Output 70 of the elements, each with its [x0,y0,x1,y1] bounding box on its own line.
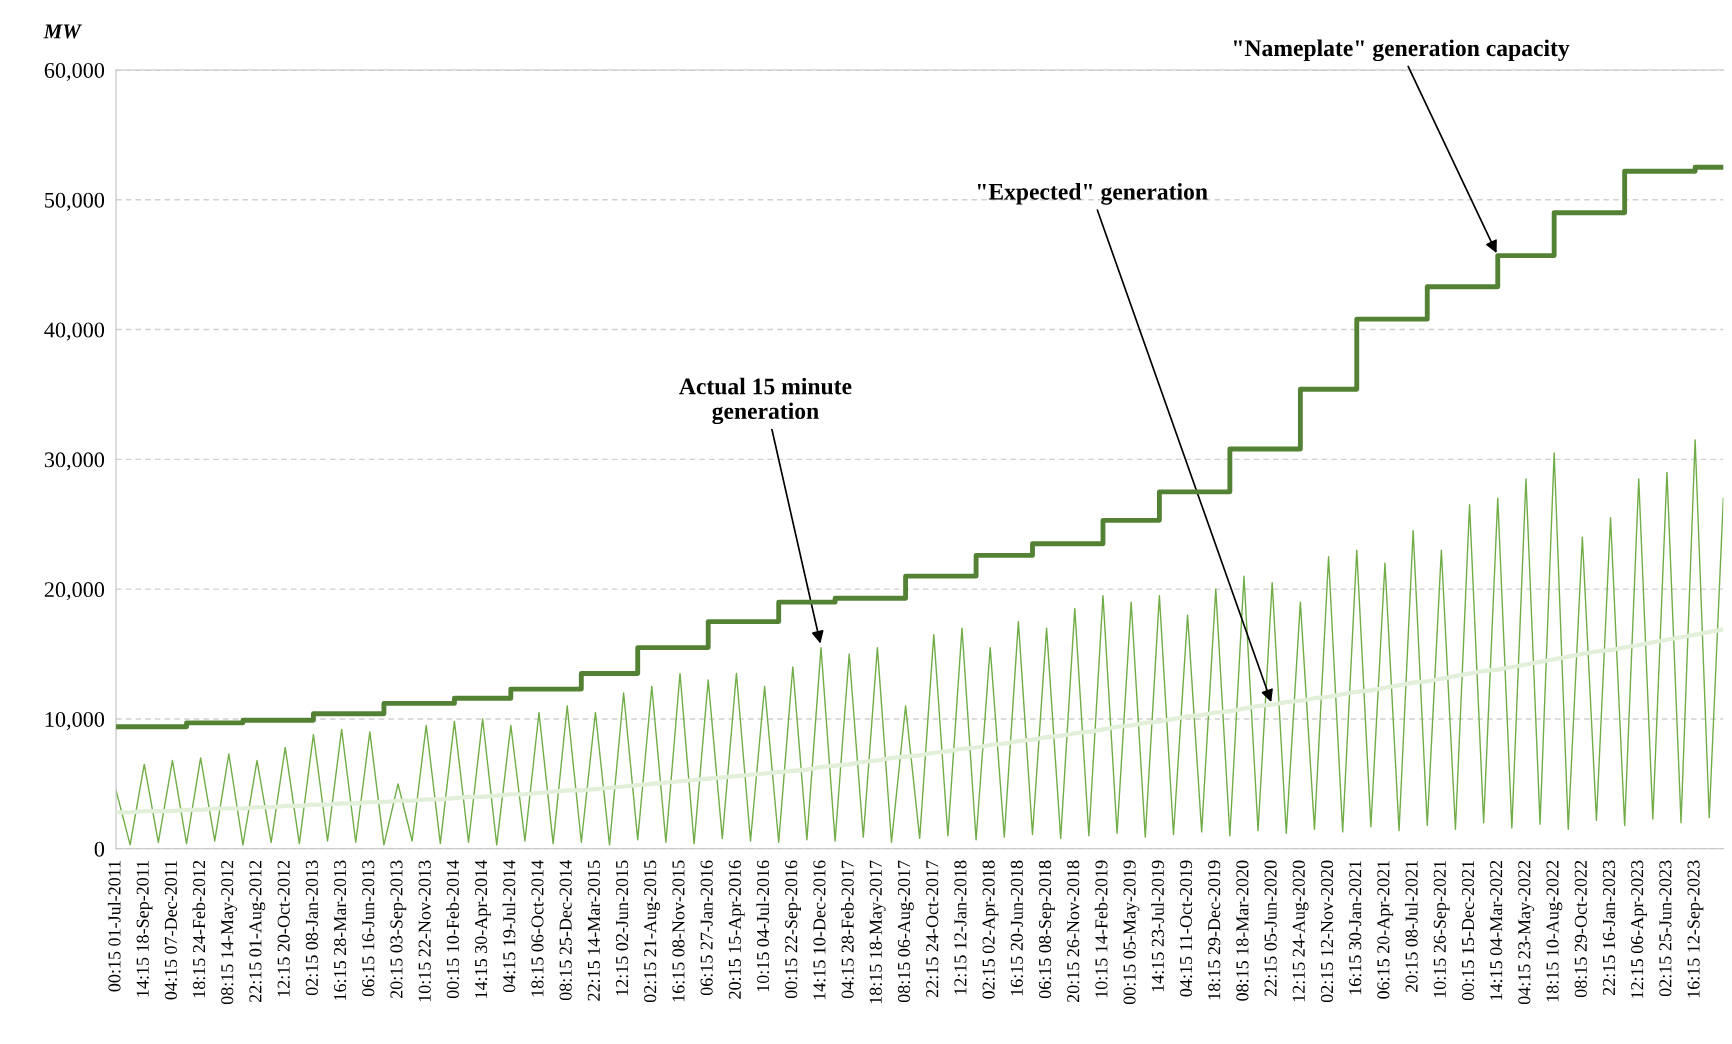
x-tick-label: 00:15 22-Sep-2016 [785,860,801,999]
line-series [116,439,1724,846]
x-tick-label: 08:15 18-Mar-2020 [1236,860,1249,1001]
x-tick-label: 12:15 20-Oct-2012 [277,860,290,997]
x-tick-label: 10:15 26-Sep-2021 [1433,860,1450,998]
x-tick-label: 16:15 28-Mar-2013 [333,860,347,1000]
x-tick-label: 14:15 18-Sep-2011 [136,860,153,997]
y-tick-label: 50,000 [45,192,105,211]
x-tick-label: 04:15 11-Oct-2019 [1179,860,1193,997]
x-tick-label: 04:15 07-Dec-2011 [164,860,178,1000]
x-tick-label: 10:15 04-Jul-2016 [756,860,770,992]
x-tick-label: 20:15 15-Apr-2016 [728,860,745,999]
x-tick-label: 14:15 10-Dec-2016 [813,860,826,1000]
x-tick-label: 12:15 12-Jan-2018 [954,860,967,995]
line-series [116,627,1724,815]
x-tick-label: 16:15 12-Sep-2023 [1687,860,1704,998]
x-tick-label: 02:15 21-Aug-2015 [644,860,660,1003]
x-tick-label: 02:15 08-Jan-2013 [305,860,319,996]
x-tick-label: 00:15 05-May-2019 [1123,860,1140,1005]
x-tick-label: 00:15 15-Dec-2021 [1461,860,1475,1001]
x-tick-label: 04:15 23-May-2022 [1518,860,1535,1005]
annotation: Actual 15 minute generation [679,377,852,425]
x-tick-label: 08:15 25-Dec-2014 [559,860,572,1001]
x-tick-label: 18:15 24-Feb-2012 [192,860,206,998]
x-tick-label: 08:15 14-May-2012 [221,860,238,1005]
x-tick-label: 06:15 27-Jan-2016 [700,860,713,996]
x-tick-label: 10:15 14-Feb-2019 [1094,860,1108,998]
x-tick-label: 02:15 12-Nov-2020 [1320,860,1334,1003]
x-tick-label: 18:15 18-May-2017 [869,860,886,1004]
x-tick-label: 00:15 10-Feb-2014 [446,860,460,999]
x-tick-label: 16:15 08-Nov-2015 [672,860,685,1002]
x-tick-label: 22:15 05-Jun-2020 [1264,860,1277,997]
x-tick-label: 06:15 16-Jun-2013 [362,860,375,997]
x-tick-label: 12:15 24-Aug-2020 [1292,860,1309,1002]
x-tick-label: 12:15 06-Apr-2023 [1631,860,1647,998]
x-tick-label: 18:15 29-Dec-2019 [1208,860,1221,1000]
annotation: "Expected" generation [977,183,1208,205]
x-tick-label: 02:15 25-Jun-2023 [1659,860,1672,997]
x-tick-label: 20:15 03-Sep-2013 [390,860,407,999]
y-tick-label: 20,000 [44,582,105,601]
x-tick-label: 06:15 08-Sep-2018 [1038,860,1055,999]
x-tick-label: 22:15 01-Aug-2012 [249,860,266,1003]
x-tick-label: 20:15 26-Nov-2018 [1067,860,1080,1003]
x-tick-label: 14:15 30-Apr-2014 [474,860,491,998]
x-tick-label: 18:15 10-Aug-2022 [1546,860,1563,1002]
x-tick-label: 00:15 01-Jul-2011 [107,860,121,992]
x-tick-label: 16:15 20-Jun-2018 [1010,860,1023,996]
y-tick-label: 10,000 [45,711,105,731]
x-tick-label: 18:15 06-Oct-2014 [531,860,544,997]
x-tick-label: 08:15 29-Oct-2022 [1574,860,1587,998]
x-tick-label: 02:15 02-Apr-2018 [982,860,999,999]
x-tick-label: 12:15 02-Jun-2015 [615,860,629,996]
x-tick-label: 22:15 24-Oct-2017 [926,860,939,997]
x-tick-label: 14:15 23-Jul-2019 [1151,860,1164,992]
annotation: "Nameplate" generation capacity [1233,39,1570,62]
y-tick-label: 0 [94,841,105,857]
x-tick-label: 04:15 28-Feb-2017 [841,860,854,999]
x-tick-label: 20:15 08-Jul-2021 [1404,860,1418,992]
y-tick-label: 60,000 [44,62,105,82]
x-tick-label: 04:15 19-Jul-2014 [502,860,516,993]
y-tick-label: 30,000 [44,452,105,471]
x-tick-label: 16:15 30-Jan-2021 [1349,860,1362,995]
x-tick-label: 06:15 20-Apr-2021 [1377,860,1394,999]
x-tick-label: 22:15 16-Jan-2023 [1602,860,1616,995]
x-tick-label: 08:15 06-Aug-2017 [897,860,914,1003]
y-axis-title: MW [43,24,82,39]
x-tick-label: 10:15 22-Nov-2013 [418,860,431,1002]
y-tick-label: 40,000 [44,322,105,341]
x-tick-label: 22:15 14-Mar-2015 [587,860,601,1001]
x-tick-label: 14:15 04-Mar-2022 [1490,860,1503,1000]
